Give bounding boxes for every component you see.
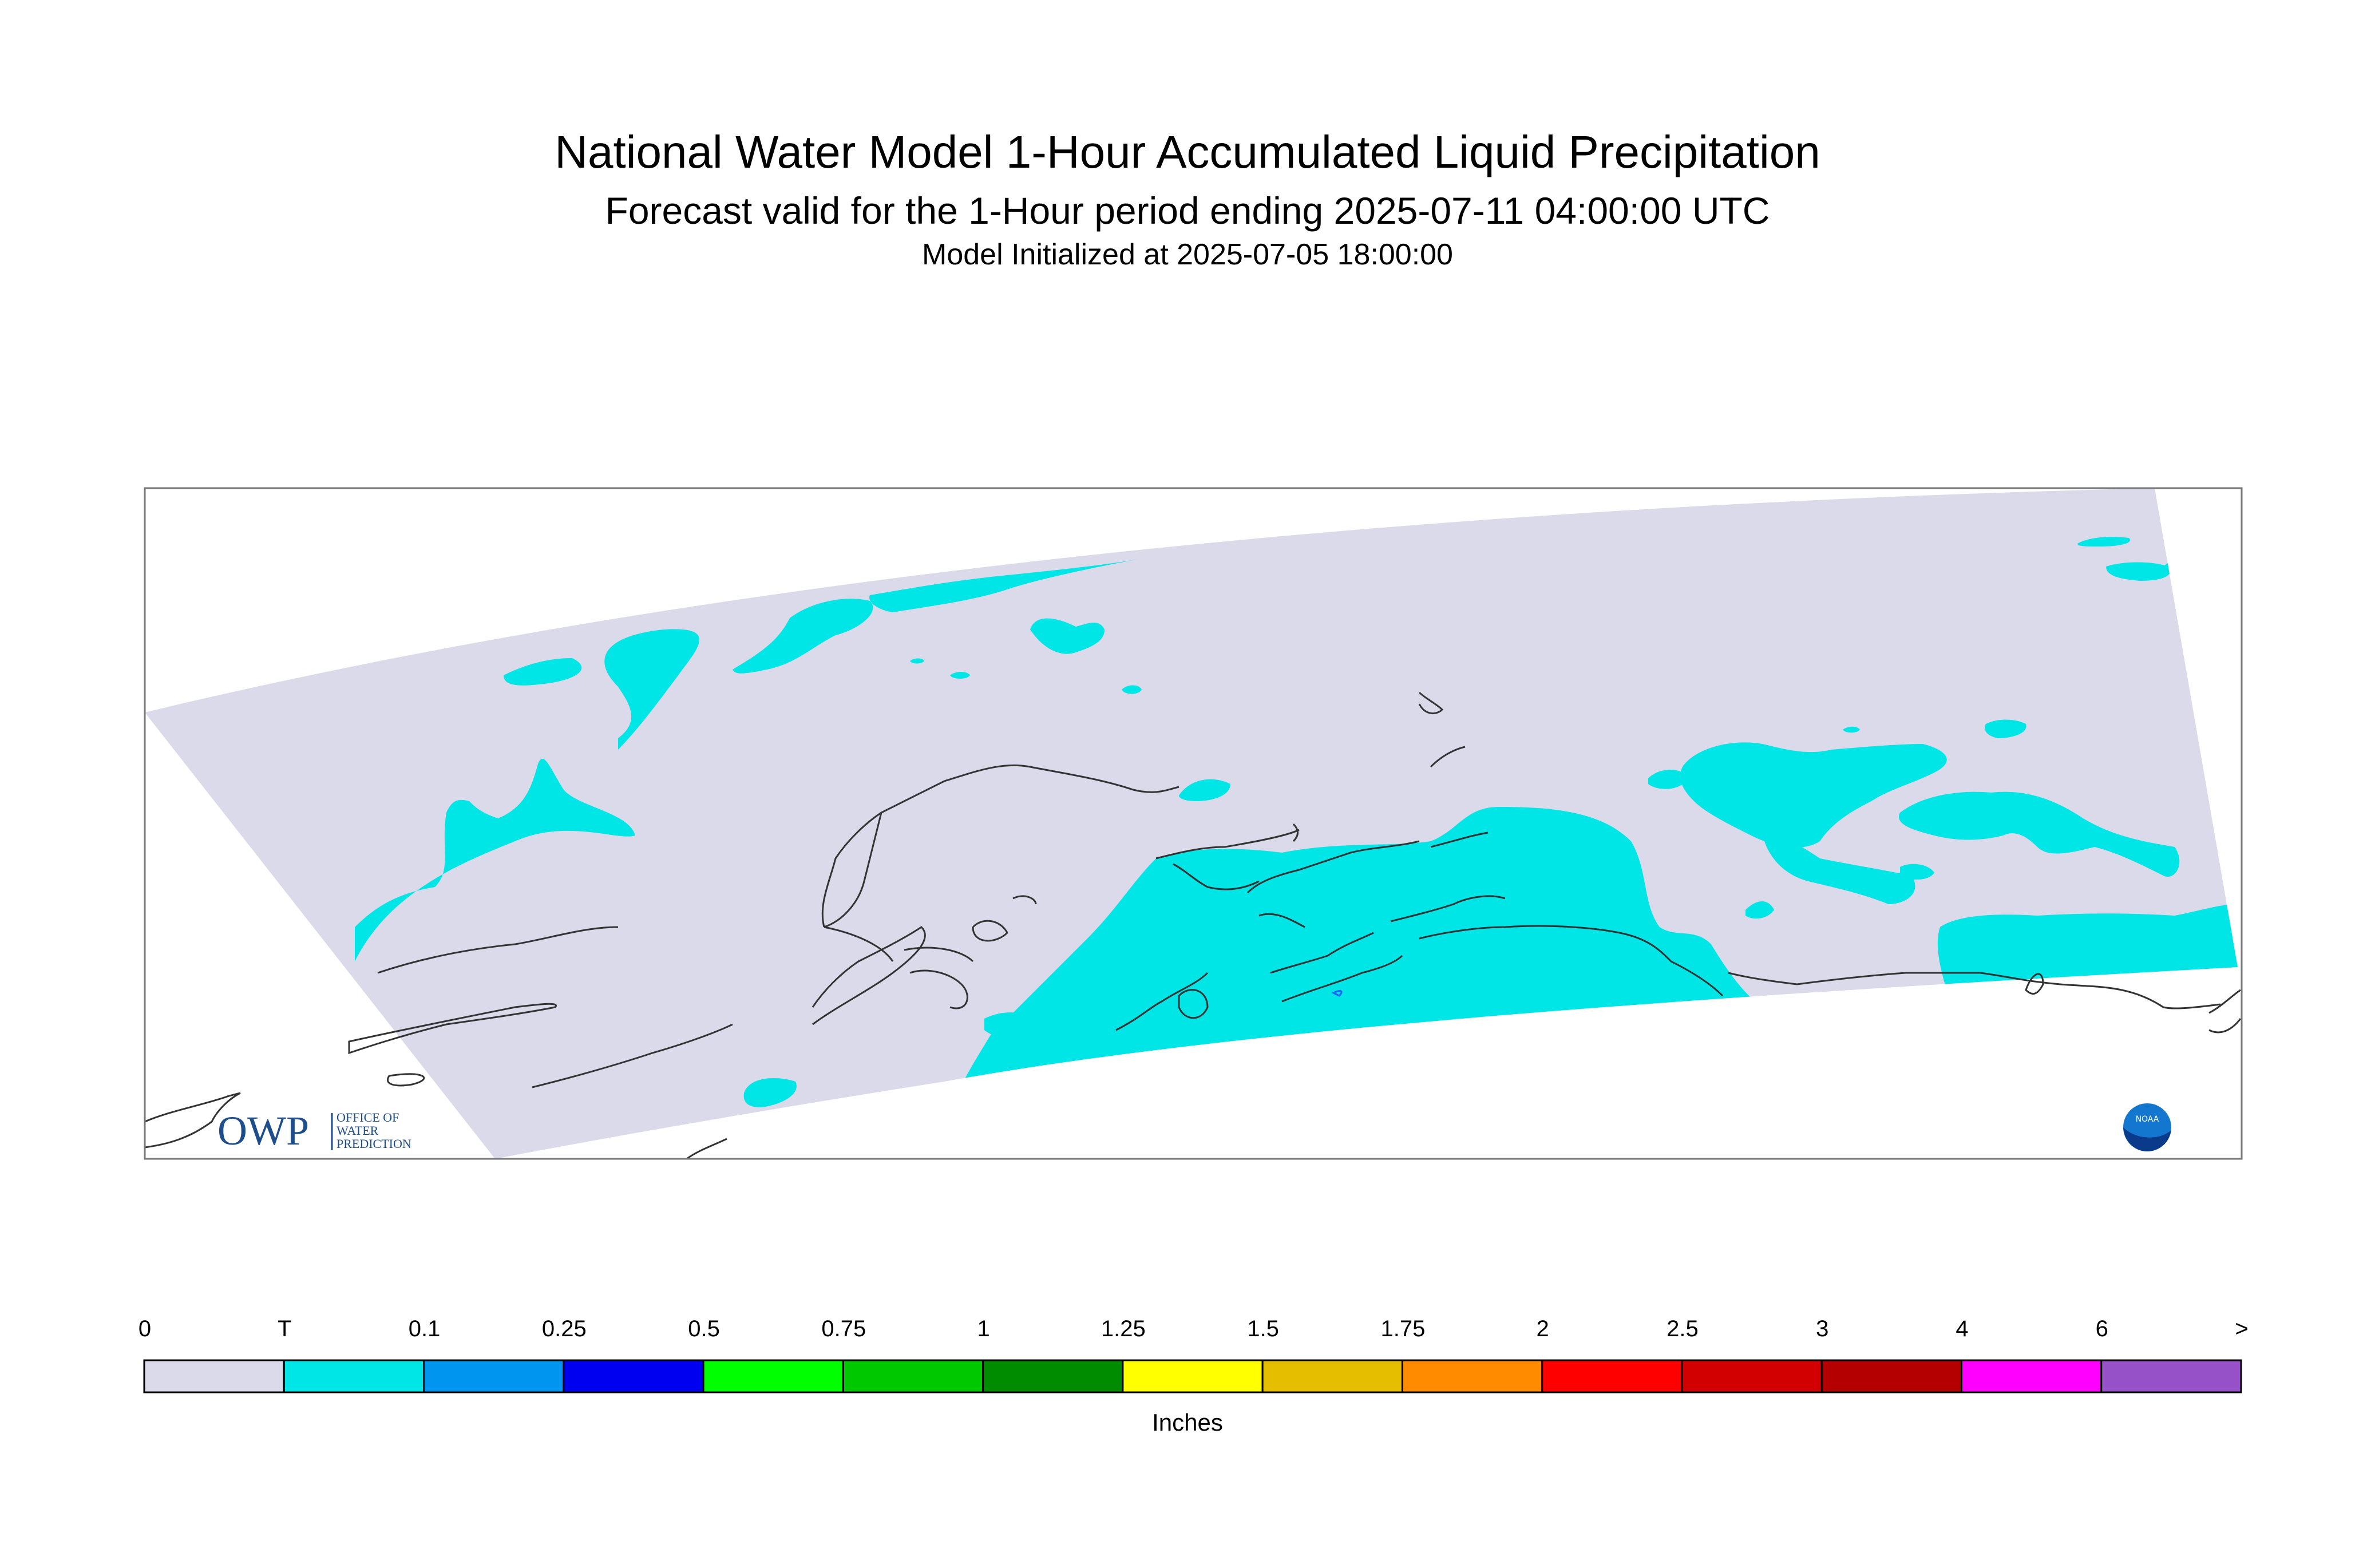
legend-swatch — [1261, 1359, 1403, 1393]
noaa-logo: NOAA — [2123, 1103, 2171, 1151]
legend-tick-label: 1.5 — [1247, 1316, 1279, 1341]
legend-units: Inches — [1152, 1409, 1223, 1436]
legend-tick-label: 0 — [138, 1316, 152, 1341]
legend-swatch — [982, 1359, 1124, 1393]
legend-swatch — [1122, 1359, 1264, 1393]
legend-swatch — [143, 1359, 285, 1393]
legend-swatch — [1401, 1359, 1543, 1393]
legend-tick-label: > — [2235, 1316, 2249, 1341]
model-init-line: Model Initialized at 2025-07-05 18:00:00 — [922, 238, 1453, 271]
legend-tick-label: 4 — [1956, 1316, 1969, 1341]
legend-swatch — [423, 1359, 565, 1393]
legend-swatch — [563, 1359, 704, 1393]
map-subtitle: Forecast valid for the 1-Hour period end… — [605, 189, 1770, 232]
legend-tick-label: 0.1 — [408, 1316, 441, 1341]
coastlines — [145, 691, 2242, 1159]
map-frame — [144, 487, 2243, 1160]
legend-tick-label: 1.25 — [1101, 1316, 1146, 1341]
owp-logo-line2: WATER — [337, 1123, 379, 1138]
owp-logo-line3: PREDICTION — [337, 1137, 411, 1151]
legend-swatch — [1960, 1359, 2103, 1393]
legend-labels: 0 T 0.1 0.25 0.5 0.75 1 1.25 1.5 1.75 2 2.5 3 4 6 > — [0, 1316, 2375, 1351]
legend-tick-label: 0.5 — [688, 1316, 720, 1341]
legend-swatch — [702, 1359, 844, 1393]
legend-tick-label: 0.75 — [821, 1316, 866, 1341]
legend-tick-label: 6 — [2095, 1316, 2108, 1341]
legend-swatch — [283, 1359, 425, 1393]
owp-logo-text: OWP — [217, 1108, 309, 1154]
legend-swatch — [1541, 1359, 1683, 1393]
legend-tick-label: 0.25 — [541, 1316, 587, 1341]
legend-swatch — [1820, 1359, 1962, 1393]
owp-logo: OWP OFFICE OF WATER PREDICTION — [217, 1108, 411, 1154]
legend-tick-label: 2 — [1536, 1316, 1549, 1341]
legend-tick-label: T — [278, 1316, 292, 1341]
legend-tick-label: 2.5 — [1667, 1316, 1699, 1341]
map-title: National Water Model 1-Hour Accumulated … — [555, 126, 1820, 177]
legend-swatch — [842, 1359, 984, 1393]
legend-tick-label: 1 — [977, 1316, 990, 1341]
legend-swatch — [1681, 1359, 1823, 1393]
legend-swatch — [2100, 1359, 2242, 1393]
legend-tick-label: 3 — [1816, 1316, 1829, 1341]
legend-tick-label: 1.75 — [1380, 1316, 1426, 1341]
noaa-logo-text: NOAA — [2136, 1115, 2159, 1124]
color-legend — [143, 1359, 2242, 1393]
owp-logo-line1: OFFICE OF — [337, 1110, 399, 1124]
